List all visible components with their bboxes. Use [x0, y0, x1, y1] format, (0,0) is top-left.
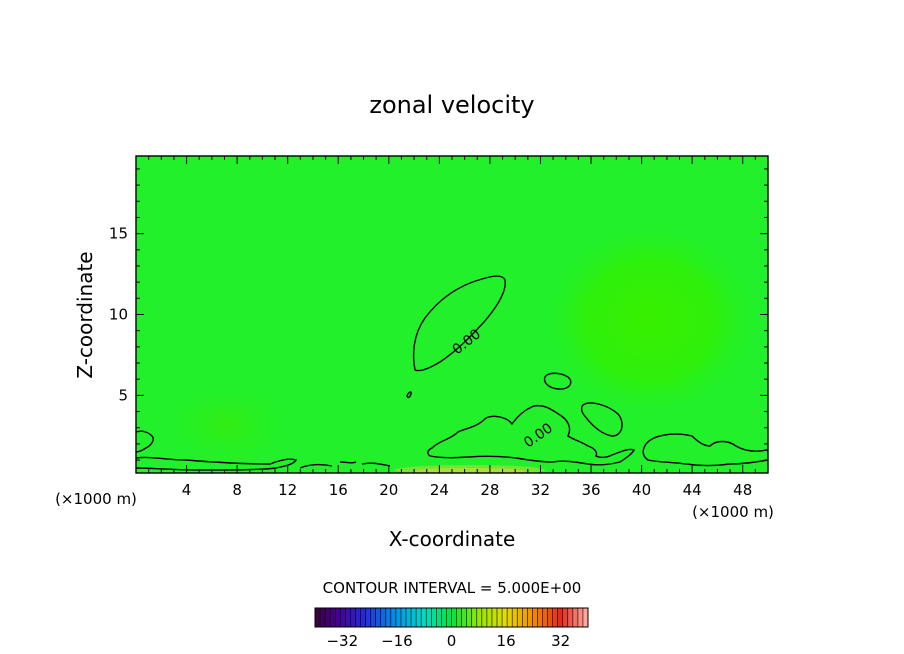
contour-bottom-left	[136, 430, 297, 471]
colorbar-segment	[486, 608, 493, 627]
plot-area: 0.00 0.00	[136, 156, 768, 473]
colorbar-segment	[532, 608, 538, 627]
colorbar-segment	[395, 608, 402, 627]
colorbar-segment	[522, 608, 528, 627]
contour-lower-mid	[427, 404, 635, 466]
z-unit-note: (×1000 m)	[55, 490, 137, 508]
colorbar-segment	[497, 608, 503, 627]
x-tick-label: 36	[581, 481, 600, 499]
colorbar-segment	[562, 608, 568, 627]
colorbar-segment	[315, 608, 321, 627]
zero-contours	[136, 275, 768, 471]
colorbar-segment	[577, 608, 584, 627]
colorbar-tick-label: −16	[381, 632, 413, 650]
contour-bottom-bits	[299, 461, 391, 469]
colorbar-segment	[557, 608, 563, 627]
colorbar-segment	[360, 608, 366, 627]
x-tick-label: 20	[379, 481, 398, 499]
positive-lobe-right	[540, 220, 760, 420]
y-tick-label: 5	[118, 386, 128, 404]
x-tick-label: 40	[632, 481, 651, 499]
colorbar-segment	[491, 608, 498, 627]
colorbar-segment	[572, 608, 579, 627]
colorbar-segment	[380, 608, 386, 627]
colorbar-segment	[325, 608, 331, 627]
contour-upper-lobe	[412, 275, 506, 372]
colorbar-segment	[416, 608, 422, 627]
colorbar-segment	[466, 608, 472, 627]
colorbar-segment	[451, 608, 457, 627]
contour-right-oval	[543, 372, 572, 390]
x-axis-ticks: 4 8 12 16 20 24 28 32 36 40 44 48	[148, 156, 756, 499]
x-tick-label: 4	[182, 481, 192, 499]
colorbar-segment	[461, 608, 467, 627]
colorbar-segment	[406, 608, 412, 627]
y-axis-label: Z-coordinate	[73, 251, 97, 378]
x-tick-label: 44	[683, 481, 702, 499]
colorbar-segment	[355, 608, 361, 627]
colorbar-segment	[345, 608, 351, 627]
colorbar-tick-label: 32	[551, 632, 570, 650]
colorbar-segment	[350, 608, 356, 627]
colorbar	[314, 607, 589, 628]
colorbar-tick-label: −32	[326, 632, 358, 650]
colorbar-segment	[547, 608, 553, 627]
contour-interval-text: CONTOUR INTERVAL = 5.000E+00	[323, 579, 582, 597]
colorbar-segment	[507, 608, 513, 627]
x-tick-label: 12	[278, 481, 297, 499]
colorbar-segment	[431, 608, 437, 627]
x-unit-note: (×1000 m)	[692, 503, 774, 521]
x-tick-label: 24	[430, 481, 449, 499]
y-tick-label: 10	[109, 306, 128, 324]
x-tick-label: 28	[480, 481, 499, 499]
colorbar-segment	[411, 608, 417, 627]
colorbar-segment	[340, 608, 346, 627]
colorbar-segment	[446, 608, 452, 627]
colorbar-segment	[512, 608, 518, 627]
colorbar-tick-labels: −32 −16 0 16 32	[326, 632, 570, 650]
x-tick-label: 8	[232, 481, 242, 499]
chart-title: zonal velocity	[369, 91, 534, 119]
contour-lower-right	[642, 433, 768, 467]
colorbar-tick-label: 0	[447, 632, 457, 650]
colorbar-segment	[421, 608, 427, 627]
colorbar-segment	[552, 608, 558, 627]
x-tick-label: 32	[531, 481, 550, 499]
positive-lobe-left	[158, 377, 298, 473]
colorbar-segment	[502, 608, 508, 627]
x-tick-label: 48	[733, 481, 752, 499]
colorbar-frame	[314, 607, 589, 628]
colorbar-segment	[456, 608, 462, 627]
y-axis-ticks: 5 10 15	[109, 168, 768, 461]
colorbar-segment	[375, 608, 381, 627]
colorbar-segment	[441, 608, 447, 627]
x-tick-label: 16	[329, 481, 348, 499]
colorbar-segment	[400, 608, 407, 627]
colorbar-segment	[567, 608, 574, 627]
colorbar-segment	[390, 608, 397, 627]
colorbar-segment	[320, 608, 326, 627]
colorbar-tick-label: 16	[497, 632, 516, 650]
contour-small-blob	[406, 391, 412, 399]
colorbar-segment	[335, 608, 341, 627]
colorbar-segment	[537, 608, 543, 627]
colorbar-segment	[582, 608, 589, 627]
colorbar-segment	[527, 608, 533, 627]
x-axis-label: X-coordinate	[389, 527, 516, 551]
colorbar-segment	[365, 608, 371, 627]
colorbar-segment	[385, 608, 392, 627]
colorbar-segment	[542, 608, 548, 627]
colorbar-segment	[330, 608, 336, 627]
contour-right-tilted	[580, 402, 623, 437]
colorbar-segment	[471, 608, 477, 627]
colorbar-segment	[481, 608, 488, 627]
colorbar-segment	[370, 608, 376, 627]
weak-negative-band-core	[415, 468, 525, 473]
colorbar-segment	[436, 608, 442, 627]
y-tick-label: 15	[109, 225, 128, 243]
colorbar-segment	[517, 608, 523, 627]
colorbar-segment	[426, 608, 432, 627]
colorbar-segment	[476, 608, 483, 627]
